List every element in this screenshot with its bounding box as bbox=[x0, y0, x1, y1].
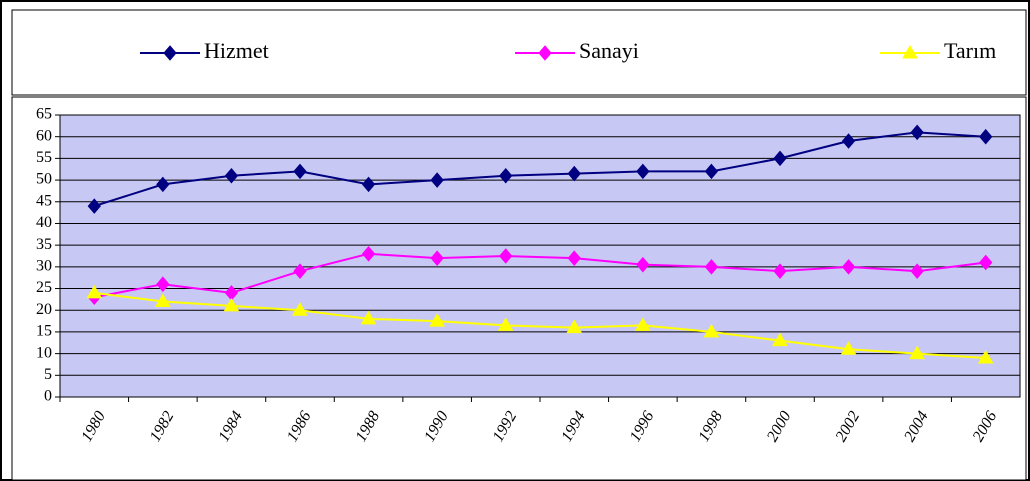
data-point bbox=[360, 310, 377, 325]
data-point bbox=[841, 259, 856, 275]
data-point bbox=[910, 124, 924, 141]
data-point bbox=[636, 256, 650, 273]
data-point bbox=[223, 297, 240, 312]
data-point bbox=[224, 167, 239, 184]
data-point bbox=[566, 319, 583, 334]
y-tick-label: 60 bbox=[36, 127, 52, 144]
data-point bbox=[636, 163, 650, 180]
y-tick-label: 5 bbox=[44, 366, 52, 383]
data-point bbox=[634, 317, 651, 331]
y-tick-label: 65 bbox=[36, 106, 52, 123]
data-point bbox=[429, 313, 446, 327]
legend-label: Hizmet bbox=[204, 38, 269, 63]
series-line bbox=[94, 252, 986, 299]
data-point bbox=[361, 246, 376, 262]
data-point bbox=[979, 128, 993, 145]
data-point bbox=[979, 254, 993, 271]
data-point bbox=[704, 163, 719, 180]
data-point bbox=[910, 263, 924, 279]
y-tick-label: 55 bbox=[36, 149, 52, 166]
data-point bbox=[497, 317, 514, 331]
y-tick-label: 10 bbox=[36, 344, 52, 361]
data-point bbox=[156, 176, 170, 193]
data-point bbox=[977, 349, 994, 364]
data-point bbox=[87, 198, 101, 214]
data-point bbox=[703, 323, 720, 338]
data-point bbox=[772, 332, 788, 347]
data-point bbox=[499, 248, 513, 264]
y-tick-label: 45 bbox=[36, 192, 52, 209]
data-point bbox=[156, 276, 170, 292]
data-point bbox=[86, 284, 103, 299]
data-point bbox=[909, 345, 926, 360]
y-tick-label: 25 bbox=[36, 279, 52, 296]
data-point bbox=[361, 176, 376, 193]
y-tick-label: 15 bbox=[36, 323, 52, 340]
data-point bbox=[293, 263, 307, 279]
y-tick-label: 50 bbox=[36, 171, 52, 188]
y-tick-label: 35 bbox=[36, 236, 52, 253]
data-point bbox=[293, 163, 307, 180]
legend-marker bbox=[163, 45, 177, 61]
data-point bbox=[704, 259, 719, 275]
data-point bbox=[430, 250, 444, 266]
data-point bbox=[840, 341, 857, 355]
legend-marker bbox=[538, 45, 552, 61]
data-point bbox=[154, 293, 171, 308]
data-point bbox=[567, 165, 581, 182]
legend-marker bbox=[902, 45, 918, 59]
data-point bbox=[292, 302, 308, 316]
series-line bbox=[93, 131, 986, 208]
data-point bbox=[430, 172, 444, 188]
data-point bbox=[841, 133, 856, 149]
legend-label: Tarım bbox=[944, 38, 996, 63]
data-point bbox=[773, 150, 787, 167]
y-tick-label: 30 bbox=[36, 258, 52, 275]
plot-area bbox=[59, 114, 1021, 398]
data-point bbox=[499, 167, 513, 184]
data-point bbox=[773, 263, 787, 279]
y-tick-label: 20 bbox=[36, 301, 52, 318]
series-line bbox=[94, 291, 986, 359]
y-tick-label: 0 bbox=[44, 388, 52, 405]
y-tick-label: 40 bbox=[36, 214, 52, 231]
legend-label: Sanayi bbox=[579, 38, 639, 63]
data-point bbox=[567, 250, 581, 266]
